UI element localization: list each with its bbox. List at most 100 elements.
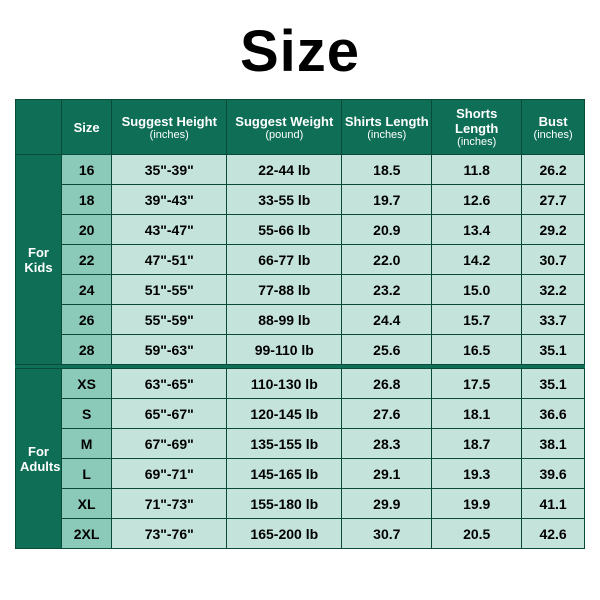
cell-bust: 42.6 [522,519,585,549]
cell-height: 67"-69" [112,429,227,459]
cell-shirt: 26.8 [342,369,432,399]
cell-shirt: 28.3 [342,429,432,459]
cell-shirt: 22.0 [342,245,432,275]
cell-bust: 26.2 [522,155,585,185]
table-row: S65"-67"120-145 lb27.618.136.6 [16,399,585,429]
cell-height: 55"-59" [112,305,227,335]
cell-size: XL [62,489,112,519]
cell-height: 51"-55" [112,275,227,305]
cell-shirt: 29.9 [342,489,432,519]
cell-bust: 35.1 [522,335,585,365]
cell-bust: 29.2 [522,215,585,245]
cell-size: 20 [62,215,112,245]
cell-weight: 135-155 lb [227,429,342,459]
cell-shirt: 24.4 [342,305,432,335]
cell-height: 43"-47" [112,215,227,245]
cell-weight: 88-99 lb [227,305,342,335]
cell-shirt: 20.9 [342,215,432,245]
table-row: 2655"-59"88-99 lb24.415.733.7 [16,305,585,335]
cell-height: 35"-39" [112,155,227,185]
cell-size: 2XL [62,519,112,549]
cell-weight: 66-77 lb [227,245,342,275]
cell-shorts: 15.0 [432,275,522,305]
cell-size: S [62,399,112,429]
cell-weight: 22-44 lb [227,155,342,185]
group-label: ForAdults [16,369,62,549]
header-blank [16,100,62,155]
cell-shirt: 30.7 [342,519,432,549]
cell-bust: 39.6 [522,459,585,489]
cell-shorts: 11.8 [432,155,522,185]
table-row: XL71"-73"155-180 lb29.919.941.1 [16,489,585,519]
cell-shirt: 27.6 [342,399,432,429]
table-row: 2451"-55"77-88 lb23.215.032.2 [16,275,585,305]
cell-size: 26 [62,305,112,335]
cell-weight: 77-88 lb [227,275,342,305]
cell-height: 39"-43" [112,185,227,215]
cell-weight: 110-130 lb [227,369,342,399]
cell-bust: 33.7 [522,305,585,335]
cell-shirt: 18.5 [342,155,432,185]
cell-shorts: 12.6 [432,185,522,215]
cell-shorts: 15.7 [432,305,522,335]
cell-bust: 30.7 [522,245,585,275]
table-header: Size Suggest Height(inches) Suggest Weig… [16,100,585,155]
cell-bust: 38.1 [522,429,585,459]
cell-bust: 27.7 [522,185,585,215]
header-size: Size [62,100,112,155]
size-chart-table: Size Suggest Height(inches) Suggest Weig… [15,99,585,549]
cell-weight: 120-145 lb [227,399,342,429]
cell-height: 63"-65" [112,369,227,399]
header-height: Suggest Height(inches) [112,100,227,155]
table-row: L69"-71"145-165 lb29.119.339.6 [16,459,585,489]
cell-weight: 145-165 lb [227,459,342,489]
cell-shorts: 19.9 [432,489,522,519]
table-row: 2859"-63"99-110 lb25.616.535.1 [16,335,585,365]
page-title: Size [240,18,360,85]
header-weight: Suggest Weight(pound) [227,100,342,155]
cell-shorts: 16.5 [432,335,522,365]
cell-size: L [62,459,112,489]
cell-shorts: 14.2 [432,245,522,275]
cell-weight: 165-200 lb [227,519,342,549]
header-shirt: Shirts Length(inches) [342,100,432,155]
table-row: 1839"-43"33-55 lb19.712.627.7 [16,185,585,215]
table-row: M67"-69"135-155 lb28.318.738.1 [16,429,585,459]
cell-height: 73"-76" [112,519,227,549]
table-row: 2XL73"-76"165-200 lb30.720.542.6 [16,519,585,549]
cell-height: 47"-51" [112,245,227,275]
cell-height: 69"-71" [112,459,227,489]
cell-shorts: 20.5 [432,519,522,549]
cell-size: 16 [62,155,112,185]
cell-shorts: 18.1 [432,399,522,429]
cell-shirt: 23.2 [342,275,432,305]
table-row: 2043"-47"55-66 lb20.913.429.2 [16,215,585,245]
cell-shirt: 19.7 [342,185,432,215]
cell-height: 65"-67" [112,399,227,429]
table-body: ForKids1635"-39"22-44 lb18.511.826.21839… [16,155,585,549]
group-label: ForKids [16,155,62,365]
table-row: ForAdultsXS63"-65"110-130 lb26.817.535.1 [16,369,585,399]
cell-bust: 36.6 [522,399,585,429]
cell-size: XS [62,369,112,399]
cell-weight: 155-180 lb [227,489,342,519]
cell-size: M [62,429,112,459]
cell-height: 71"-73" [112,489,227,519]
cell-shorts: 13.4 [432,215,522,245]
cell-height: 59"-63" [112,335,227,365]
cell-shorts: 17.5 [432,369,522,399]
cell-shorts: 18.7 [432,429,522,459]
cell-shorts: 19.3 [432,459,522,489]
cell-weight: 33-55 lb [227,185,342,215]
cell-weight: 99-110 lb [227,335,342,365]
cell-shirt: 29.1 [342,459,432,489]
cell-shirt: 25.6 [342,335,432,365]
cell-bust: 32.2 [522,275,585,305]
cell-size: 22 [62,245,112,275]
cell-size: 18 [62,185,112,215]
header-shorts: Shorts Length(inches) [432,100,522,155]
cell-bust: 41.1 [522,489,585,519]
header-bust: Bust(inches) [522,100,585,155]
table-row: 2247"-51"66-77 lb22.014.230.7 [16,245,585,275]
cell-size: 24 [62,275,112,305]
